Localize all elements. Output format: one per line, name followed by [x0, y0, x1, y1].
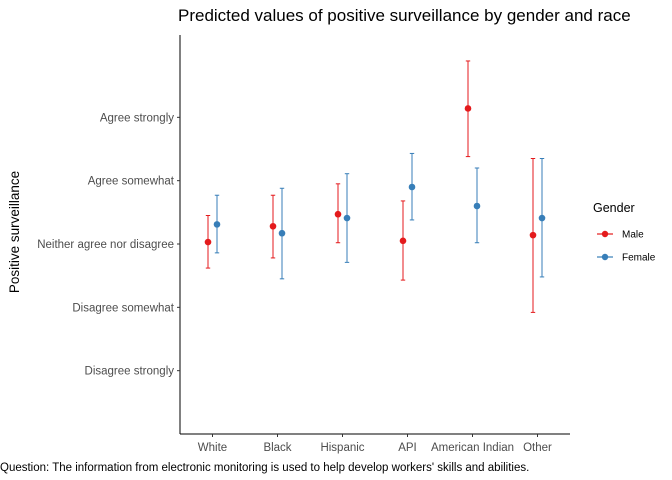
legend-label: Female	[622, 253, 656, 264]
point-male	[529, 231, 537, 239]
point-female	[473, 202, 481, 210]
point-male	[204, 238, 212, 246]
data-marks	[204, 60, 546, 313]
y-axis-label: Positive surveillance	[7, 171, 22, 293]
point-female	[343, 214, 351, 222]
point-male	[269, 222, 277, 230]
y-tick-label: Agree strongly	[100, 112, 174, 124]
legend: Gender Male Female	[593, 201, 656, 264]
point-male	[334, 210, 342, 218]
y-tick-label: Disagree somewhat	[72, 302, 174, 314]
x-axis: White Black Hispanic API American Indian Othe…	[180, 433, 570, 454]
legend-label: Male	[622, 230, 644, 241]
x-tick-label: White	[198, 442, 227, 454]
chart-caption: Question: The information from electroni…	[0, 462, 529, 474]
point-female	[213, 221, 221, 228]
x-tick-label: Other	[523, 442, 552, 454]
chart-title: Predicted values of positive surveillanc…	[178, 6, 631, 25]
legend-title: Gender	[593, 201, 635, 215]
point-female	[538, 214, 546, 222]
legend-key-point	[601, 230, 609, 238]
x-tick-label: Hispanic	[320, 442, 364, 454]
x-tick-label: API	[398, 442, 417, 454]
x-tick-label: Black	[263, 442, 291, 454]
x-tick-label: American Indian	[431, 442, 514, 454]
legend-item-female: Female	[597, 253, 656, 264]
point-male	[464, 105, 472, 112]
legend-item-male: Male	[597, 230, 644, 241]
point-female	[408, 183, 416, 191]
y-tick-label: Neither agree nor disagree	[37, 239, 174, 251]
y-tick-label: Disagree strongly	[85, 366, 175, 378]
y-axis: Disagree strongly Disagree somewhat Neithe…	[37, 35, 181, 434]
legend-key-point	[601, 253, 609, 261]
point-male	[399, 237, 407, 245]
y-tick-label: Agree somewhat	[88, 176, 175, 188]
point-female	[278, 229, 286, 237]
